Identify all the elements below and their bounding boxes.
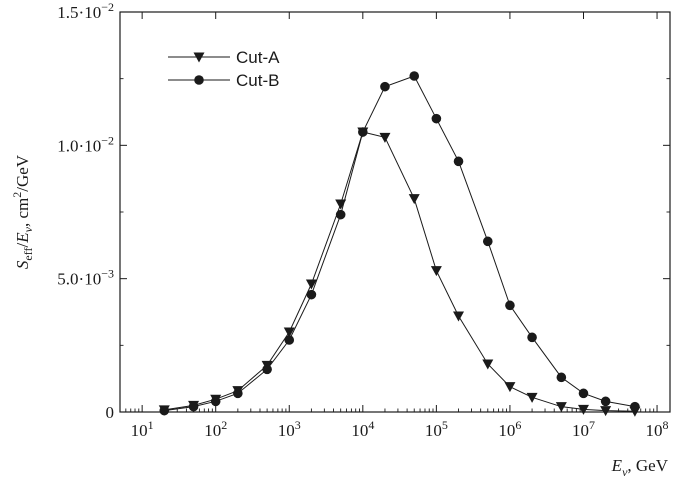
legend: Cut-A Cut-B [168,48,280,90]
data-point [408,194,420,205]
series-cut-b [159,71,640,416]
series-cut-a [158,127,641,417]
data-point [578,388,589,399]
data-point [358,127,368,137]
x-tick-label: 103 [278,418,301,440]
data-point [233,388,243,399]
data-point [527,332,537,343]
x-tick-label: 101 [131,418,154,440]
data-point [305,279,317,290]
data-point [453,156,464,167]
legend-item-cut-a: Cut-A [168,48,280,67]
legend-item-cut-b: Cut-B [168,71,279,90]
data-point [380,81,390,92]
y-tick-label: 1.5·10−2 [57,0,114,22]
data-point [505,300,515,311]
plot-frame [119,11,671,413]
series-layer [158,71,641,417]
axes: 101 102 103 104 105 106 107 108 0 5.0·10−3 1.0·10−… [57,0,671,440]
x-tick-label: 108 [646,418,669,440]
legend-label: Cut-A [236,48,280,67]
legend-marker [194,75,204,85]
x-axis-label: Eν, GeV [611,456,669,479]
data-point [283,327,295,338]
series-line [164,75,635,412]
data-point [430,266,442,277]
x-tick-label: 102 [204,418,227,440]
data-point [284,335,295,345]
data-point [556,372,567,383]
data-point [306,289,317,300]
data-point [526,392,538,403]
x-tick-label: 106 [498,418,521,440]
y-axis-label: Seff/Eν, cm2/GeV [10,154,35,269]
series-line [164,131,635,412]
data-point [555,402,567,413]
x-tick-label: 105 [425,418,448,440]
y-tick-label: 0 [106,403,115,422]
data-point [335,199,347,210]
data-point [335,209,346,220]
y-tick-label: 1.0·10−2 [57,133,114,155]
x-tick-label: 107 [572,418,595,440]
data-point [482,359,494,370]
legend-label: Cut-B [236,71,279,90]
data-point [600,396,611,407]
data-point [453,311,465,322]
data-point [630,401,640,412]
data-point [504,382,516,393]
data-point [431,113,442,124]
data-point [188,401,199,412]
y-tick-label: 5.0·10−3 [57,267,114,289]
data-point [482,236,493,247]
data-point [210,396,221,407]
data-point [379,132,391,143]
data-point [409,71,420,81]
legend-marker [193,52,205,63]
data-point [577,404,589,415]
data-point [159,405,170,416]
x-tick-label: 104 [351,418,374,440]
data-point [600,406,612,417]
data-point [262,364,272,375]
